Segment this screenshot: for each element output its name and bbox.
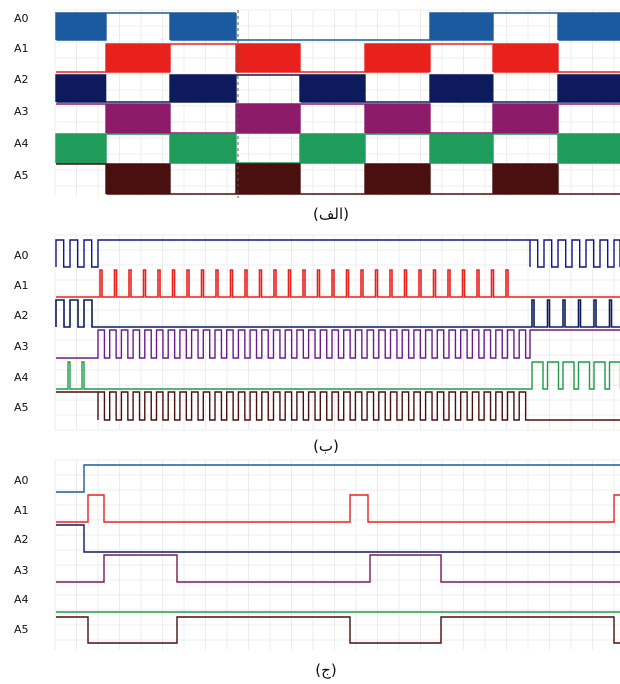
panel-b-caption: (ب) [313,437,339,455]
panel-b-label-a4: A4 [14,371,29,384]
panel-c-traces [56,464,620,644]
panel-c-label-a5: A5 [14,623,29,636]
panel-b-label-a1: A1 [14,279,29,292]
panel-a-trace-a1 [56,43,620,73]
panel-a-trace-a5 [56,163,620,195]
panel-a-trace-a4 [55,133,620,164]
panel-b: A0 A1 A2 A3 A4 A5 (ب) [14,234,620,455]
panel-b-label-a0: A0 [14,249,29,262]
panel-b-trace-a3 [56,329,620,359]
panel-c-trace-a3 [56,554,620,583]
panel-c: A0 A1 A2 A3 A4 A5 (ج) [14,459,620,680]
panel-b-label-a5: A5 [14,401,29,414]
panel-b-trace-a4 [56,361,620,390]
panel-c-label-a3: A3 [14,564,29,577]
panel-a-label-a5: A5 [14,169,29,182]
panel-b-trace-a1 [56,269,620,298]
panel-c-trace-a1 [56,494,620,523]
panel-c-label-a1: A1 [14,504,29,517]
panel-a-trace-a2 [55,74,620,103]
panel-c-trace-a2 [56,524,620,553]
panel-a-trace-a3 [56,103,620,134]
panel-a-caption: (الف) [313,205,349,223]
panel-a-label-a2: A2 [14,73,29,86]
panel-c-caption: (ج) [315,661,336,680]
panel-b-trace-a0 [55,239,620,268]
panel-a-label-a0: A0 [14,12,29,25]
panel-a-trace-a0 [55,12,620,41]
panel-a-traces [55,10,620,198]
panel-c-trace-a5 [56,616,620,644]
panel-b-label-a3: A3 [14,340,29,353]
panel-a-label-a1: A1 [14,42,29,55]
panel-a: A0 A1 A2 A3 A4 A5 (الف) [14,9,620,223]
panel-b-traces [55,239,620,421]
panel-c-label-a4: A4 [14,593,29,606]
panel-c-label-a0: A0 [14,474,29,487]
panel-a-label-a4: A4 [14,137,29,150]
panel-b-label-a2: A2 [14,309,29,322]
panel-b-trace-a5 [56,391,620,421]
panel-c-label-a2: A2 [14,533,29,546]
panel-a-label-a3: A3 [14,105,29,118]
panel-b-trace-a2 [55,299,620,328]
panel-c-trace-a0 [56,464,620,493]
